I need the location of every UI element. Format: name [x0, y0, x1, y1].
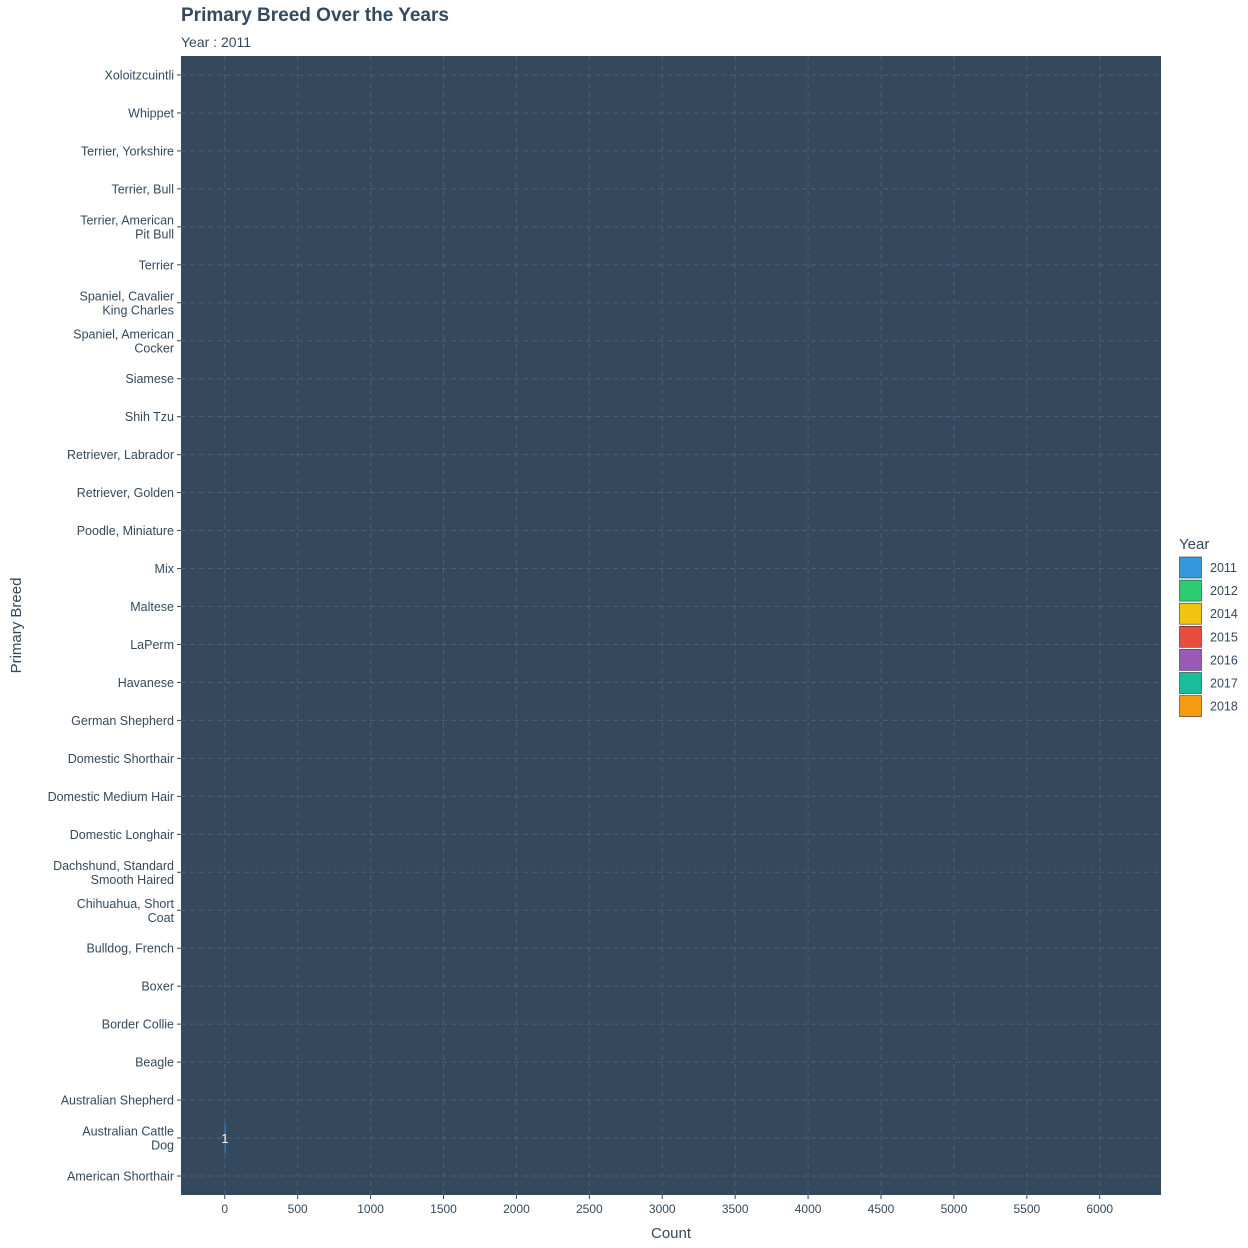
legend-swatch	[1179, 602, 1202, 625]
x-tick-label: 1000	[357, 1202, 384, 1216]
chart-subtitle: Year : 2011	[181, 34, 252, 50]
y-axis-title: Primary Breed	[8, 578, 25, 674]
y-tick-label: Terrier, Bull	[111, 182, 174, 196]
y-tick-label: Terrier, Yorkshire	[81, 144, 174, 158]
legend-title: Year	[1179, 536, 1209, 553]
x-tick-label: 3500	[722, 1202, 749, 1216]
legend-swatch	[1179, 579, 1202, 602]
legend-label: 2014	[1210, 607, 1238, 621]
y-tick-label: Xoloitzcuintli	[105, 68, 174, 82]
y-tick-label: Domestic Medium Hair	[48, 790, 174, 804]
x-axis-title: Count	[651, 1225, 692, 1242]
y-tick-label: Maltese	[130, 600, 174, 614]
y-tick-label: Shih Tzu	[125, 410, 174, 424]
y-tick-label: Domestic Shorthair	[68, 752, 174, 766]
y-tick-label: Spaniel, American Cocker	[73, 327, 174, 355]
x-tick-label: 3000	[649, 1202, 676, 1216]
legend-label: 2016	[1210, 653, 1238, 667]
legend-label: 2011	[1210, 561, 1237, 575]
y-tick-label: Chihuahua, Short Coat	[77, 897, 175, 925]
y-tick-label: Retriever, Labrador	[67, 448, 174, 462]
y-tick-label: Terrier, American Pit Bull	[80, 213, 174, 241]
legend-swatch	[1179, 649, 1202, 671]
plot-panel	[181, 56, 1161, 1195]
y-tick-label: Poodle, Miniature	[77, 524, 174, 538]
legend-label: 2017	[1210, 677, 1238, 691]
y-tick-label: Domestic Longhair	[70, 828, 174, 842]
y-tick-label: American Shorthair	[67, 1170, 174, 1184]
y-tick-label: Australian Shepherd	[61, 1094, 174, 1108]
legend-swatch	[1179, 695, 1202, 717]
legend: Year 2011 2012 2014 2015 2016 2017 2018	[1179, 536, 1238, 717]
x-tick-label: 5000	[941, 1202, 968, 1216]
legend-label: 2012	[1210, 584, 1238, 598]
x-axis: 0 500 1000 1500 2000 2500 3000 3500 4000 4500 5000…	[221, 1195, 1113, 1216]
y-axis: American Shorthair Australian Cattle Dog Au…	[48, 68, 181, 1184]
data-label: 1	[221, 1131, 228, 1146]
y-tick-label: Dachshund, Standard Smooth Haired	[53, 859, 174, 887]
x-tick-label: 4000	[795, 1202, 822, 1216]
y-tick-label: Spaniel, Cavalier King Charles	[80, 289, 175, 317]
y-tick-label: Havanese	[118, 676, 174, 690]
x-tick-label: 500	[288, 1202, 308, 1216]
y-tick-label: German Shepherd	[71, 714, 174, 728]
y-tick-label: Terrier	[139, 258, 174, 272]
y-tick-label: LaPerm	[130, 638, 174, 652]
y-tick-label: Bulldog, French	[86, 942, 174, 956]
x-tick-label: 0	[221, 1202, 228, 1216]
y-tick-label: Border Collie	[102, 1018, 174, 1032]
x-tick-label: 4500	[868, 1202, 895, 1216]
x-tick-label: 6000	[1086, 1202, 1113, 1216]
legend-label: 2015	[1210, 630, 1238, 644]
x-tick-label: 2000	[503, 1202, 530, 1216]
y-tick-label: Boxer	[141, 980, 174, 994]
legend-swatch	[1179, 672, 1202, 694]
y-tick-label: Retriever, Golden	[77, 486, 174, 500]
chart-title: Primary Breed Over the Years	[181, 5, 449, 26]
bar	[224, 1122, 226, 1154]
legend-label: 2018	[1210, 700, 1238, 714]
y-tick-label: Beagle	[135, 1056, 174, 1070]
legend-swatch	[1179, 556, 1202, 579]
y-tick-label: Siamese	[125, 372, 174, 386]
bars	[224, 1122, 226, 1154]
y-tick-label: Whippet	[128, 106, 174, 120]
x-tick-label: 5500	[1013, 1202, 1040, 1216]
x-tick-label: 2500	[576, 1202, 603, 1216]
grid-lines	[181, 56, 1161, 1195]
y-tick-label: Mix	[155, 562, 175, 576]
y-tick-label: Australian Cattle Dog	[82, 1125, 174, 1153]
data-labels: 1	[221, 1131, 228, 1146]
x-tick-label: 1500	[430, 1202, 457, 1216]
legend-swatch	[1179, 625, 1202, 648]
